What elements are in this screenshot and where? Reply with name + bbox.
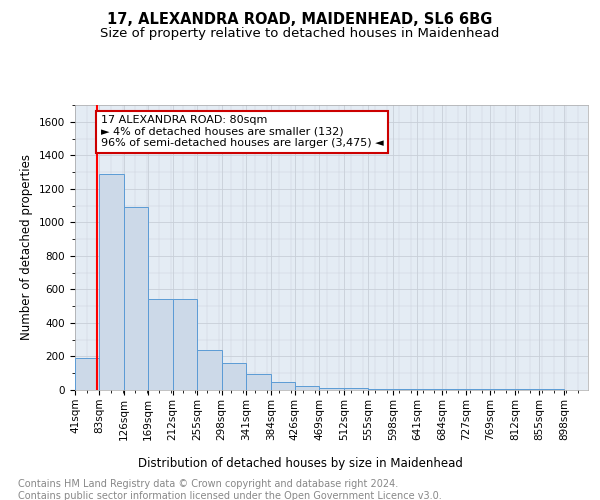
- Bar: [173, 300, 197, 390]
- Text: Contains public sector information licensed under the Open Government Licence v3: Contains public sector information licen…: [18, 491, 442, 500]
- Bar: [442, 388, 466, 390]
- Bar: [271, 382, 295, 390]
- Bar: [99, 174, 124, 390]
- Bar: [221, 363, 246, 390]
- Text: Size of property relative to detached houses in Maidenhead: Size of property relative to detached ho…: [100, 28, 500, 40]
- Bar: [368, 388, 393, 390]
- Bar: [148, 300, 173, 390]
- Bar: [393, 388, 418, 390]
- Bar: [295, 386, 319, 390]
- Text: Contains HM Land Registry data © Crown copyright and database right 2024.: Contains HM Land Registry data © Crown c…: [18, 479, 398, 489]
- Bar: [124, 208, 148, 390]
- Y-axis label: Number of detached properties: Number of detached properties: [20, 154, 34, 340]
- Bar: [75, 358, 99, 390]
- Bar: [418, 388, 442, 390]
- Text: 17 ALEXANDRA ROAD: 80sqm
► 4% of detached houses are smaller (132)
96% of semi-d: 17 ALEXANDRA ROAD: 80sqm ► 4% of detache…: [101, 115, 383, 148]
- Bar: [246, 374, 271, 390]
- Text: Distribution of detached houses by size in Maidenhead: Distribution of detached houses by size …: [137, 458, 463, 470]
- Bar: [319, 388, 344, 390]
- Bar: [344, 388, 368, 390]
- Text: 17, ALEXANDRA ROAD, MAIDENHEAD, SL6 6BG: 17, ALEXANDRA ROAD, MAIDENHEAD, SL6 6BG: [107, 12, 493, 28]
- Bar: [197, 350, 221, 390]
- Bar: [466, 389, 490, 390]
